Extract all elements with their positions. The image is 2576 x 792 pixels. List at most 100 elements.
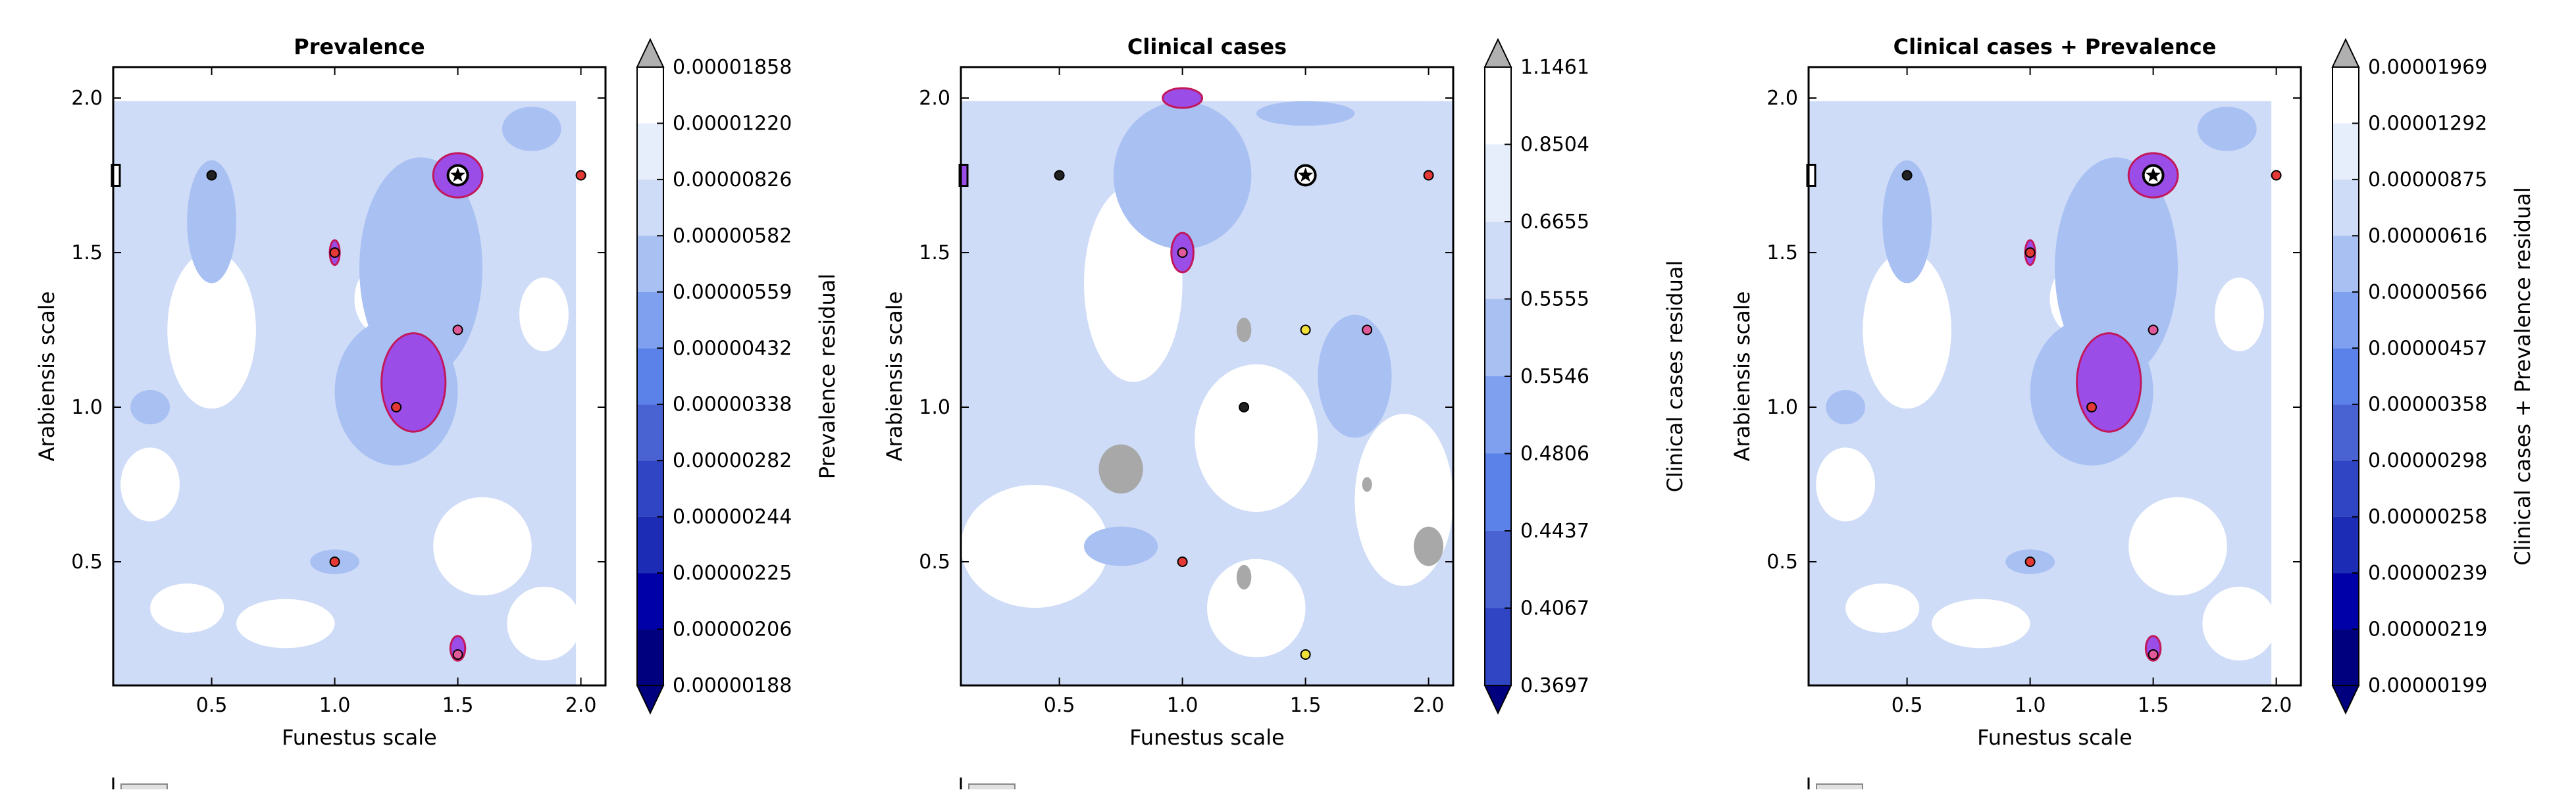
colorbar-segment: [1485, 222, 1511, 299]
colorbar-tick-label: 0.00000875: [2368, 168, 2487, 191]
colorbar-tick-label: 0.00000188: [673, 674, 792, 697]
contour-region-light: [1863, 251, 1951, 409]
colorbar-under-arrow: [1483, 685, 1512, 715]
plot-frame: [112, 66, 607, 687]
colorbar: 1.1461 0.8504 0.6655 0.5555 0.5546 0.4806 0.44…: [1483, 37, 1687, 715]
hotspot-contour: [380, 332, 447, 433]
colorbar-tick-label: 0.00000244: [673, 506, 792, 529]
plot-top-band: [113, 67, 605, 101]
chart-title: Clinical cases + Prevalence: [1893, 34, 2217, 59]
colorbar-tick-label: 0.00001969: [2368, 56, 2487, 79]
contour-region-light: [2202, 586, 2277, 661]
y-tick-label: 0.5: [1766, 551, 1798, 574]
contour-region-light: [961, 485, 1109, 608]
colorbar-segment: [637, 516, 663, 574]
colorbar-tick-label: 0.00000616: [2368, 224, 2487, 247]
contour-region-mid: [1256, 101, 1355, 126]
colorbar-segment: [637, 460, 663, 517]
data-marker: [1901, 170, 1913, 181]
contour-region-light: [519, 277, 569, 352]
star-icon: [2146, 167, 2161, 182]
star-icon: [450, 167, 465, 182]
data-marker: [329, 557, 340, 567]
data-marker: [2271, 170, 2282, 181]
colorbar-segment: [1485, 67, 1511, 145]
x-tick-label: 1.0: [2015, 694, 2046, 717]
colorbar-segment: [637, 629, 663, 685]
chart-title: Prevalence: [294, 34, 425, 59]
data-marker: [1362, 324, 1373, 335]
plot-frame: [960, 66, 1455, 687]
chart-panel-3: 0.5 0.5 1.0 1.0 1.5 1.5 2.0 2.0 Clinical cases +…: [1730, 34, 2535, 792]
data-marker: [329, 247, 340, 258]
colorbar-segment: [637, 67, 663, 124]
colorbar-segment: [2332, 179, 2359, 236]
colorbar-segment: [2332, 516, 2359, 574]
contour-region-mid: [1882, 160, 1932, 284]
contour-region-mid: [1084, 526, 1158, 566]
contour-region-mid: [130, 389, 170, 425]
y-tick-label: 1.0: [1766, 396, 1798, 419]
colorbar-segment: [1485, 608, 1511, 685]
colorbar-segment: [637, 235, 663, 292]
contour-region-light: [507, 586, 581, 661]
data-marker: [2024, 557, 2036, 567]
y-tick-label: 1.0: [71, 396, 103, 419]
colorbar-tick-label: 0.00000239: [2368, 562, 2487, 585]
colorbar-tick-label: 0.4806: [1520, 443, 1589, 466]
colorbar-frame: [636, 66, 664, 686]
data-marker: [2148, 649, 2159, 660]
x-tick-label: 0.5: [1044, 694, 1075, 717]
colorbar: 0.00001969 0.00001292 0.00000875 0.00000616…: [2331, 37, 2535, 715]
colorbar-tick-label: 0.00000258: [2368, 506, 2487, 529]
x-tick-label: 0.5: [1892, 694, 1923, 717]
colorbar-segment: [2332, 67, 2359, 124]
colorbar: 0.00001858 0.00001220 0.00000826 0.00000582…: [636, 37, 840, 715]
colorbar-segment: [2332, 123, 2359, 180]
x-axis-label: Funestus scale: [1977, 725, 2132, 750]
colorbar-tick-label: 0.00000199: [2368, 674, 2487, 697]
x-axis-label: Funestus scale: [1129, 725, 1285, 750]
contour-region-mid: [1318, 314, 1392, 438]
data-marker: [206, 170, 217, 181]
y-tick-label: 2.0: [1766, 87, 1798, 110]
x-tick-label: 0.5: [196, 694, 228, 717]
contour-over-range: [1098, 444, 1143, 494]
colorbar-tick-label: 0.00000566: [2368, 281, 2487, 304]
contour-region-mid: [1826, 389, 1866, 425]
colorbar-over-arrow: [636, 37, 665, 68]
colorbar-segment: [637, 291, 663, 349]
colorbar-tick-label: 0.4067: [1520, 597, 1589, 620]
colorbar-segment: [637, 123, 663, 180]
y-tick-label: 0.5: [71, 551, 103, 574]
y-axis-label: Arabiensis scale: [1730, 291, 1755, 462]
y-axis-label: Arabiensis scale: [882, 291, 907, 462]
plot-top-band: [961, 67, 1453, 101]
contour-field: [1809, 67, 2301, 685]
colorbar-segment: [2332, 460, 2359, 517]
colorbar-segment: [637, 573, 663, 630]
contour-over-range: [1414, 526, 1444, 566]
colorbar-tick-label: 0.00000298: [2368, 449, 2487, 472]
colorbar-label: Clinical cases + Prevalence residual: [2510, 187, 2535, 565]
colorbar-tick-label: 0.6655: [1520, 210, 1589, 234]
colorbar-label: Clinical cases residual: [1662, 260, 1687, 493]
colorbar-segment: [2332, 404, 2359, 461]
colorbar-segment: [1485, 299, 1511, 376]
x-tick-label: 1.0: [319, 694, 351, 717]
contour-region-light: [1207, 558, 1306, 658]
data-marker: [1054, 170, 1065, 181]
colorbar-segment: [637, 179, 663, 236]
contour-region-mid: [1113, 101, 1252, 249]
data-marker: [1177, 557, 1188, 567]
contour-over-range: [1236, 564, 1252, 590]
x-tick-label: 1.5: [2138, 694, 2169, 717]
chart-panel-1: 0.5 0.5 1.0 1.0 1.5 1.5 2.0 2.0 Prevalence Funest…: [34, 34, 840, 792]
x-tick-label: 1.5: [442, 694, 474, 717]
contour-region-light: [2215, 277, 2264, 352]
colorbar-under-arrow: [636, 685, 665, 715]
colorbar-segment: [1485, 144, 1511, 222]
colorbar-segment: [1485, 531, 1511, 608]
